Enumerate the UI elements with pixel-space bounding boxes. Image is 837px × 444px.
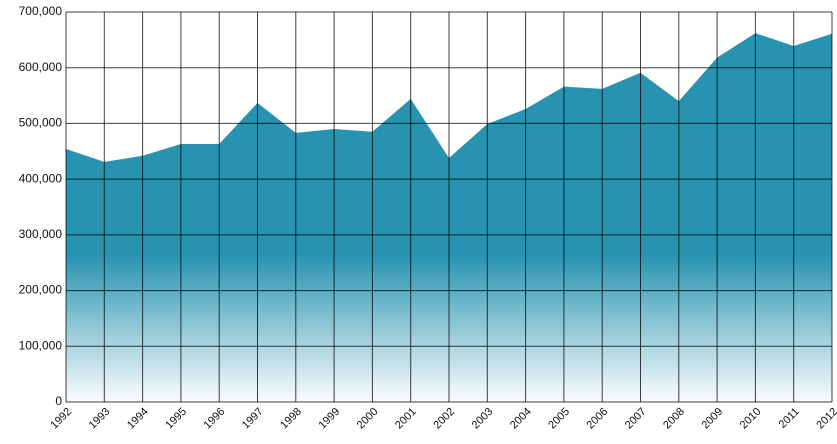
y-tick-label: 400,000 [19, 171, 63, 185]
y-tick-label: 300,000 [19, 227, 63, 241]
x-tick-label: 2000 [355, 406, 381, 432]
x-tick-label: 1999 [316, 406, 342, 432]
x-tick-label: 1994 [125, 406, 151, 432]
x-tick-label: 2003 [470, 406, 496, 432]
x-tick-label: 1997 [240, 406, 266, 432]
x-tick-label: 2001 [393, 406, 419, 432]
x-tick-label: 2008 [661, 406, 687, 432]
x-tick-label: 2011 [777, 406, 802, 431]
x-tick-label: 2006 [585, 406, 611, 432]
y-tick-label: 0 [55, 394, 62, 408]
x-tick-label: 2004 [508, 406, 534, 432]
x-tick-label: 2005 [546, 406, 572, 432]
x-tick-label: 2002 [431, 406, 457, 432]
x-tick-label: 1996 [202, 406, 228, 432]
x-tick-label: 1998 [278, 406, 304, 432]
y-tick-label: 500,000 [19, 116, 63, 130]
x-tick-label: 1992 [48, 406, 74, 432]
x-tick-label: 2010 [738, 406, 764, 432]
y-tick-label: 200,000 [19, 283, 63, 297]
x-tick-label: 2009 [699, 406, 725, 432]
x-tick-label: 2007 [623, 406, 649, 432]
x-tick-label: 1993 [87, 406, 113, 432]
y-tick-label: 100,000 [19, 338, 63, 352]
y-tick-label: 600,000 [19, 60, 63, 74]
x-tick-label: 2012 [814, 406, 837, 432]
y-tick-label: 700,000 [19, 4, 63, 18]
x-tick-label: 1995 [163, 406, 189, 432]
